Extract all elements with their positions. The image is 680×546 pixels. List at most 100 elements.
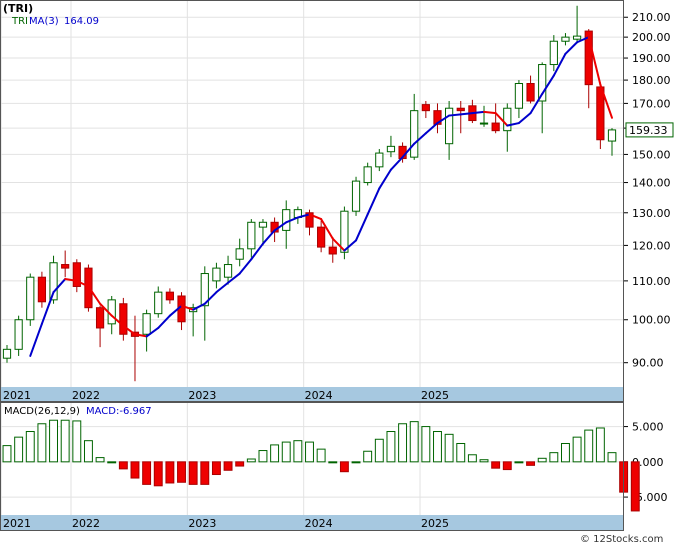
macd-bar-positive [456,442,466,463]
candle-body-up [572,35,582,40]
macd-date-axis-band [0,515,624,531]
candle [61,250,70,278]
candle [328,236,337,263]
ma-segment [75,279,90,288]
macd-bar-negative [153,461,163,487]
macd-bar-positive [374,438,384,463]
ma-segment [29,322,43,357]
macd-bar-positive [328,461,338,464]
macd-bar-positive [537,457,547,463]
candle-body-up [386,145,396,153]
macd-bar-positive [444,433,454,463]
candle [561,33,570,46]
ticker-legend: TRI [11,16,28,27]
symbol-title: (TRI) [3,2,33,15]
ma-segment [157,314,171,329]
macd-bar-positive [584,429,594,463]
ma-segment [87,285,102,305]
candle [223,255,233,285]
candle [572,5,582,44]
macd-x-label: 2024 [305,517,333,530]
last-price-label: 159.33 [629,124,668,137]
macd-bar-positive [2,445,12,463]
price-tick-label: 110.00 [632,275,671,288]
candle [375,149,384,172]
candle [363,162,372,186]
candle-body-up [410,110,419,158]
candle-body-up [375,152,384,168]
ma-segment [180,304,195,311]
macd-bar-negative [526,461,536,466]
ma-segment [564,41,579,55]
macd-bar-negative [118,461,128,470]
macd-x-label: 2025 [421,517,449,530]
price-tick-label: 100.00 [632,314,671,327]
macd-bar-positive [281,441,291,463]
candle-body-up [223,264,233,278]
candle [433,103,442,134]
ma-segment [436,114,451,125]
candle [26,273,35,326]
candle-body-down [37,276,47,303]
ma-segment [529,92,544,115]
macd-bar-positive [386,431,396,463]
candle-body-up [607,129,617,142]
price-tick-label: 170.00 [632,97,671,110]
candle [479,105,489,127]
macd-x-axis: 2021 2022 2023 2024 2025 [3,517,449,530]
candle-body-up [14,319,23,350]
candle-body-up [212,267,221,282]
candle-body-up [340,210,349,253]
ma-segment [261,229,276,245]
price-tick-label: 90.00 [632,357,664,370]
macd-bar-negative [502,461,512,471]
macd-bar-positive [561,442,570,463]
ma-segment [250,242,264,261]
macd-bar-negative [211,461,221,476]
macd-histogram [2,419,640,512]
price-legend: TRI MA(3) 164.09 [11,16,99,27]
ma-segment [320,218,334,240]
ma-segment [459,112,474,116]
macd-bar-positive [607,452,617,463]
ma-segment [273,221,288,232]
ma-segment [99,302,113,317]
candle [503,103,512,152]
macd-bar-positive [398,423,408,463]
macd-y-axis: 5.000 0.000 -5.000 [624,421,667,504]
candle-body-up [445,107,454,145]
candle [445,101,454,160]
price-tick-label: 130.00 [632,207,671,220]
macd-bar-positive [107,461,117,464]
macd-x-label: 2021 [3,517,31,530]
candle [258,219,268,246]
ma-segment [413,132,427,145]
price-x-label: 2021 [3,389,31,402]
ma-segment [122,324,136,336]
macd-bar-negative [235,461,245,467]
macd-bar-negative [630,461,640,512]
ma-segment [366,187,381,216]
candle [351,176,361,216]
macd-bar-positive [293,440,303,463]
ma-segment [355,213,369,242]
macd-bar-negative [142,461,152,485]
price-tick-label: 140.00 [632,177,671,190]
candle-body-down [165,291,174,301]
ma-segment [238,258,253,275]
macd-bar-negative [188,461,198,485]
ma-legend: MA(3) [29,16,59,27]
candle-body-up [514,83,524,109]
price-x-axis: 2021 2022 2023 2024 2025 [3,389,449,402]
candle-body-up [538,64,547,102]
candle [607,128,617,156]
price-tick-label: 200.00 [632,31,671,44]
candle [95,305,105,348]
ma-legend-value: 164.09 [64,16,99,27]
candle-body-down [72,262,81,287]
candle-body-up [363,166,372,184]
ma-segment [389,156,404,171]
macd-bar-negative [165,461,175,484]
ma-segment [401,142,416,159]
ma-segment [110,314,125,327]
